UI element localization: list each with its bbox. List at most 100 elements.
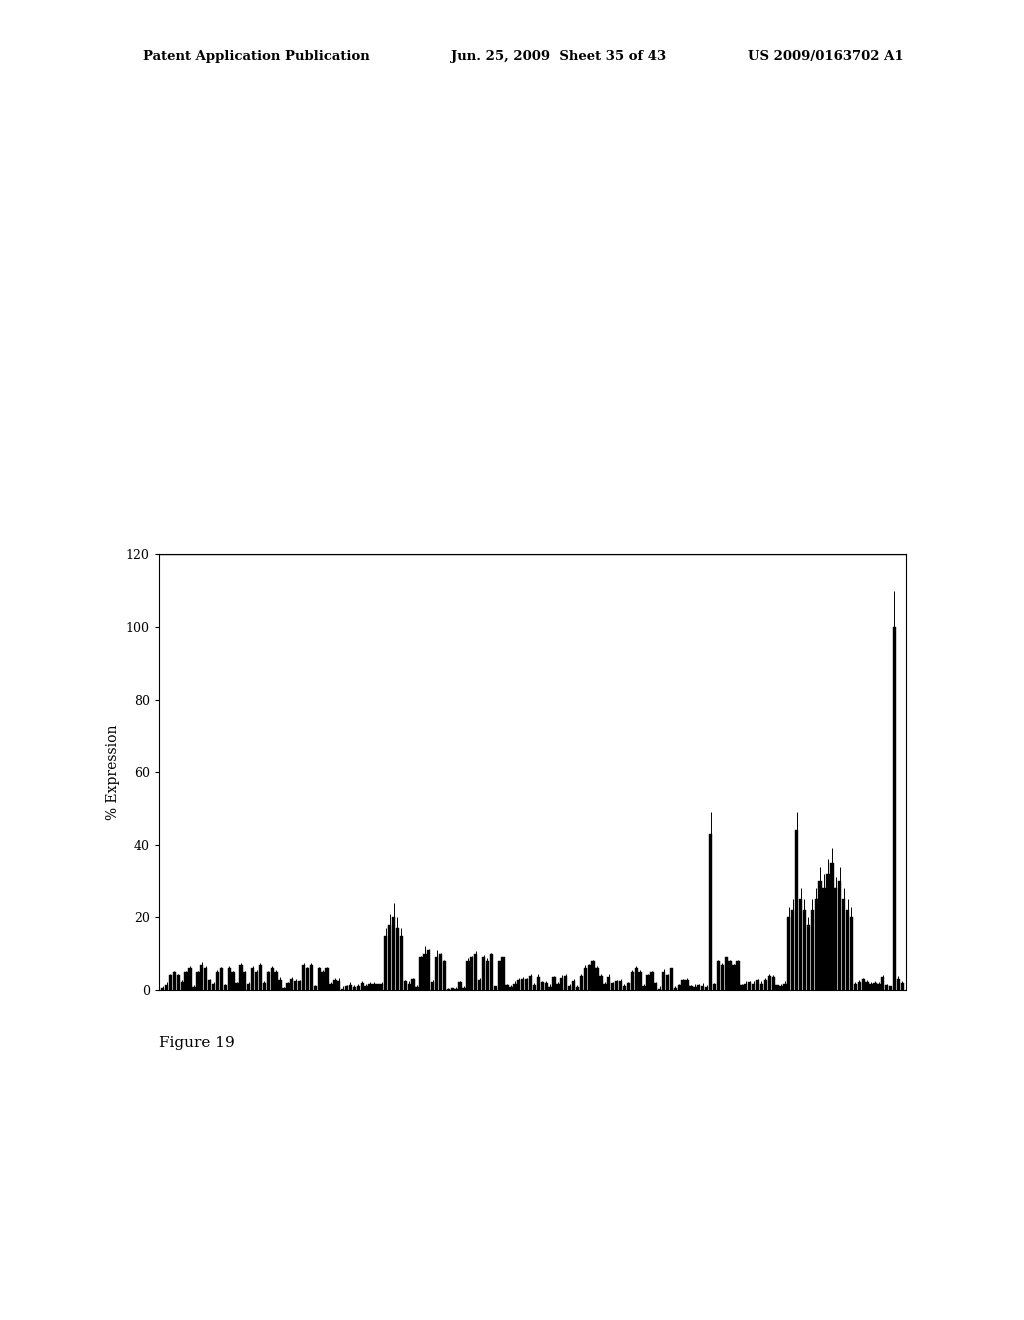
Bar [732,965,735,990]
Bar [654,983,657,990]
Bar [850,917,853,990]
Bar [309,965,313,990]
Bar [893,627,896,990]
Bar [818,882,822,990]
Bar [709,834,713,990]
Bar [854,985,857,990]
Bar [435,957,438,990]
Bar [623,986,626,990]
Bar [650,972,653,990]
Bar [380,983,383,990]
Bar [682,981,685,990]
Bar [287,983,290,990]
Bar [290,979,294,990]
Bar [869,983,872,990]
Bar [771,977,775,990]
Bar [873,982,877,990]
Bar [835,888,838,990]
Bar [885,986,889,990]
Bar [439,953,442,990]
Bar [169,975,172,990]
Bar [838,882,842,990]
Bar [255,972,258,990]
Text: Figure 19: Figure 19 [159,1036,234,1051]
Bar [442,961,446,990]
Bar [826,874,829,990]
Bar [901,982,904,990]
Text: Patent Application Publication: Patent Application Publication [143,50,370,63]
Bar [352,986,356,990]
Bar [678,985,681,990]
Bar [193,987,196,990]
Bar [330,985,333,990]
Bar [631,972,634,990]
Bar [701,986,705,990]
Bar [592,961,595,990]
Bar [638,972,642,990]
Bar [384,936,387,990]
Bar [556,983,559,990]
Bar [279,979,282,990]
Bar [830,863,834,990]
Bar [787,917,791,990]
Bar [236,983,239,990]
Bar [506,985,509,990]
Bar [807,924,810,990]
Bar [294,981,297,990]
Bar [283,989,286,990]
Bar [779,986,782,990]
Bar [783,983,786,990]
Bar [803,911,806,990]
Bar [412,979,415,990]
Bar [599,975,603,990]
Bar [674,989,677,990]
Bar [208,979,211,990]
Bar [881,977,885,990]
Bar [846,911,849,990]
Bar [580,977,583,990]
Bar [266,972,270,990]
Bar [627,983,630,990]
Bar [517,981,520,990]
Bar [416,987,419,990]
Bar [240,965,243,990]
Bar [713,983,716,990]
Bar [470,957,473,990]
Bar [313,986,317,990]
Bar [216,972,219,990]
Bar [302,965,305,990]
Bar [349,985,352,990]
Bar [337,981,340,990]
Bar [532,985,537,990]
Bar [298,981,301,990]
Bar [889,986,892,990]
Bar [603,983,606,990]
Bar [247,985,251,990]
Text: Jun. 25, 2009  Sheet 35 of 43: Jun. 25, 2009 Sheet 35 of 43 [451,50,666,63]
Bar [392,917,395,990]
Bar [545,983,548,990]
Bar [858,982,861,990]
Bar [482,957,485,990]
Bar [842,899,845,990]
Bar [560,978,563,990]
Bar [584,969,587,990]
Bar [188,969,191,990]
Bar [270,969,273,990]
Bar [861,979,865,990]
Bar [521,979,524,990]
Bar [427,950,430,990]
Bar [322,972,325,990]
Bar [212,983,215,990]
Bar [317,969,321,990]
Bar [459,982,462,990]
Bar [408,983,411,990]
Bar [197,972,200,990]
Bar [721,965,724,990]
Bar [728,961,732,990]
Bar [795,830,799,990]
Bar [376,985,380,990]
Bar [792,911,795,990]
Bar [811,911,814,990]
Bar [200,965,204,990]
